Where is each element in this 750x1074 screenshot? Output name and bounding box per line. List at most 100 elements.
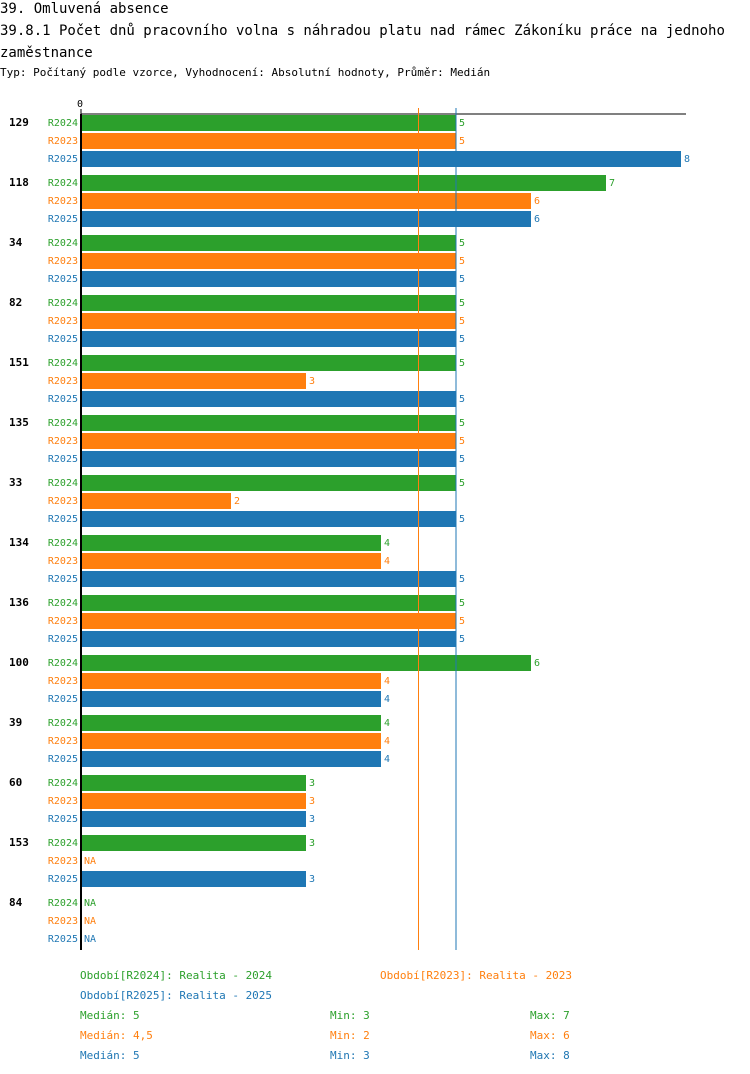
series-label: R2025 <box>48 334 78 345</box>
data-label: 7 <box>609 178 615 189</box>
series-label: R2025 <box>48 514 78 525</box>
data-label: 5 <box>459 454 465 465</box>
category-label: 84 <box>9 896 23 909</box>
category-label: 33 <box>9 476 22 489</box>
legend-max-r2024: Max: 7 <box>530 1009 570 1022</box>
series-label: R2024 <box>48 838 78 849</box>
series-label: R2024 <box>48 658 78 669</box>
bar <box>81 391 456 407</box>
bar <box>81 271 456 287</box>
series-label: R2023 <box>48 736 78 747</box>
category-label: 39 <box>9 716 22 729</box>
data-label: 5 <box>459 274 465 285</box>
data-label: 3 <box>309 778 315 789</box>
series-label: R2024 <box>48 478 78 489</box>
legend-min-r2025: Min: 3 <box>330 1049 370 1062</box>
series-label: R2025 <box>48 934 78 945</box>
series-label: R2023 <box>48 856 78 867</box>
data-label: 2 <box>234 496 240 507</box>
bar <box>81 613 456 629</box>
series-label: R2025 <box>48 874 78 885</box>
series-label: R2023 <box>48 436 78 447</box>
data-label: 3 <box>309 838 315 849</box>
data-label: 3 <box>309 874 315 885</box>
series-label: R2025 <box>48 394 78 405</box>
series-label: R2023 <box>48 676 78 687</box>
legend-median-r2025: Medián: 5 <box>80 1049 140 1062</box>
bar <box>81 451 456 467</box>
data-label: 4 <box>384 556 390 567</box>
data-label: 5 <box>459 358 465 369</box>
series-label: R2024 <box>48 118 78 129</box>
bar <box>81 355 456 371</box>
bar <box>81 715 381 731</box>
data-label: 5 <box>459 478 465 489</box>
legend-max-r2025: Max: 8 <box>530 1049 570 1062</box>
data-label: NA <box>84 898 96 909</box>
bar <box>81 571 456 587</box>
bar <box>81 475 456 491</box>
data-label: 4 <box>384 754 390 765</box>
page-title: 39. Omluvená absence <box>0 1 169 17</box>
series-label: R2025 <box>48 814 78 825</box>
bar <box>81 253 456 269</box>
data-label: 5 <box>459 574 465 585</box>
legend-period-r2025: Období[R2025]: Realita - 2025 <box>80 989 273 1002</box>
series-label: R2024 <box>48 358 78 369</box>
series-label: R2024 <box>48 178 78 189</box>
series-label: R2024 <box>48 718 78 729</box>
series-label: R2024 <box>48 778 78 789</box>
legend-median-r2024: Medián: 5 <box>80 1009 140 1022</box>
series-label: R2025 <box>48 634 78 645</box>
series-label: R2024 <box>48 298 78 309</box>
bar <box>81 655 531 671</box>
bar <box>81 811 306 827</box>
bar <box>81 595 456 611</box>
category-label: 100 <box>9 656 29 669</box>
category-label: 135 <box>9 416 29 429</box>
bar <box>81 871 306 887</box>
series-label: R2025 <box>48 274 78 285</box>
series-label: R2025 <box>48 754 78 765</box>
bar <box>81 193 531 209</box>
series-label: R2023 <box>48 616 78 627</box>
series-label: R2023 <box>48 556 78 567</box>
bar <box>81 373 306 389</box>
bar <box>81 553 381 569</box>
data-label: 5 <box>459 298 465 309</box>
series-label: R2023 <box>48 796 78 807</box>
data-label: 5 <box>459 118 465 129</box>
series-label: R2024 <box>48 418 78 429</box>
series-label: R2023 <box>48 376 78 387</box>
bar <box>81 331 456 347</box>
bar <box>81 433 456 449</box>
series-label: R2025 <box>48 694 78 705</box>
series-label: R2025 <box>48 454 78 465</box>
x-axis-zero-label: 0 <box>77 99 83 110</box>
bar <box>81 631 456 647</box>
bar <box>81 673 381 689</box>
data-label: 6 <box>534 196 540 207</box>
bar <box>81 175 606 191</box>
data-label: 5 <box>459 136 465 147</box>
legend-max-r2023: Max: 6 <box>530 1029 570 1042</box>
bar <box>81 511 456 527</box>
series-label: R2023 <box>48 196 78 207</box>
bar <box>81 691 381 707</box>
data-label: NA <box>84 916 96 927</box>
series-label: R2023 <box>48 316 78 327</box>
data-label: NA <box>84 934 96 945</box>
bar <box>81 295 456 311</box>
bar <box>81 211 531 227</box>
data-label: 5 <box>459 514 465 525</box>
data-label: 5 <box>459 238 465 249</box>
series-label: R2024 <box>48 898 78 909</box>
bar <box>81 133 456 149</box>
data-label: 4 <box>384 676 390 687</box>
data-label: 5 <box>459 418 465 429</box>
bar <box>81 535 381 551</box>
series-label: R2024 <box>48 598 78 609</box>
chart-type-line: Typ: Počítaný podle vzorce, Vyhodnocení:… <box>0 66 491 79</box>
bar-chart: 0 129 R2024 5 R2023 5 R2025 8 118 R2024 7 R2023 6 R20… <box>9 99 690 950</box>
series-label: R2025 <box>48 154 78 165</box>
